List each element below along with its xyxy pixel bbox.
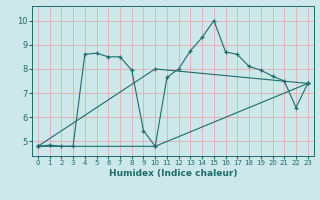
X-axis label: Humidex (Indice chaleur): Humidex (Indice chaleur) bbox=[108, 169, 237, 178]
